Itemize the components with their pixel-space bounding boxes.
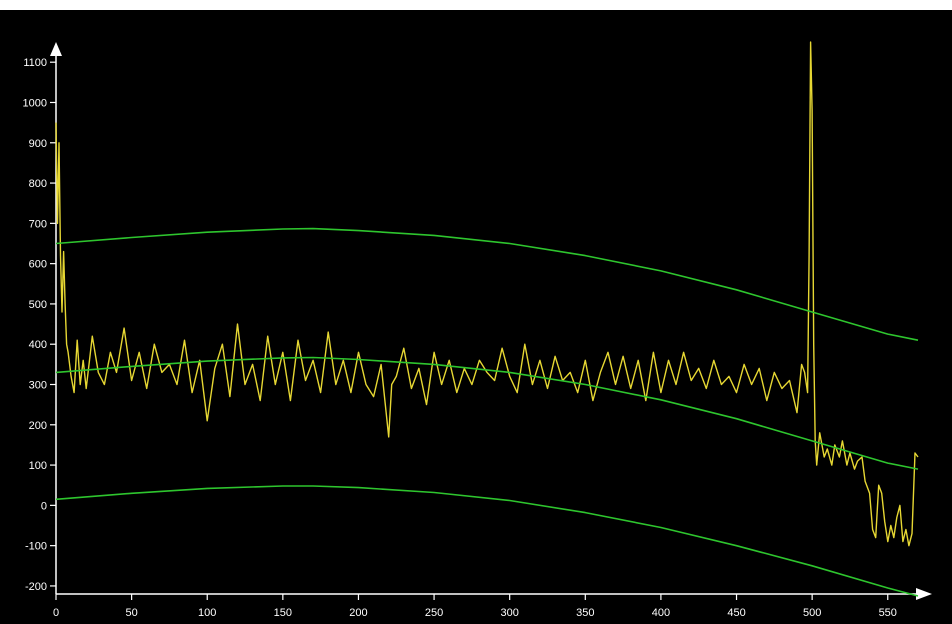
y-tick-label: 0	[41, 500, 47, 512]
y-axis-ticks: -200 -100 0 100 200 300 400 500 600 700 800 900 1000…	[23, 57, 56, 593]
x-tick-label: 350	[576, 607, 594, 619]
y-tick-label: 800	[29, 178, 47, 190]
x-tick-label: 200	[349, 607, 367, 619]
x-tick-label: 550	[879, 607, 897, 619]
x-tick-label: 50	[125, 607, 137, 619]
y-tick-label: 1100	[23, 57, 47, 69]
x-axis-ticks: 0 50 100 150 200 250 300 350 400 450 500 550	[53, 594, 897, 619]
envelope-line-a	[55, 227, 919, 341]
y-axis-arrow	[50, 42, 62, 56]
y-tick-label: -100	[25, 541, 47, 553]
y-tick-label: 700	[29, 218, 47, 230]
envelope-line-c	[55, 485, 919, 597]
series-label-a: a	[940, 335, 949, 357]
x-tick-label: 250	[425, 607, 443, 619]
x-tick-label: 400	[652, 607, 670, 619]
x-tick-label: 300	[501, 607, 519, 619]
plot-background	[0, 10, 952, 624]
x-axis-arrow	[916, 588, 932, 600]
x-tick-label: 100	[198, 607, 216, 619]
x-tick-label: 500	[803, 607, 821, 619]
y-tick-label: 600	[29, 259, 47, 271]
series-label-c: c	[940, 577, 949, 599]
y-tick-label: 900	[29, 138, 47, 150]
x-tick-label: 0	[53, 607, 59, 619]
y-tick-label: 500	[29, 299, 47, 311]
x-tick-label: 150	[274, 607, 292, 619]
y-tick-label: 300	[29, 380, 47, 392]
y-tick-label: 100	[29, 460, 47, 472]
y-tick-label: 1000	[23, 97, 47, 109]
signal-line	[55, 41, 919, 547]
series-labels: a b c	[940, 335, 950, 599]
y-tick-label: 200	[29, 420, 47, 432]
series-label-b: b	[940, 464, 950, 486]
envelope-line-b	[55, 356, 919, 470]
y-tick-label: 400	[29, 339, 47, 351]
series-layer	[55, 41, 919, 597]
y-tick-label: -200	[25, 581, 47, 593]
x-tick-label: 450	[727, 607, 745, 619]
